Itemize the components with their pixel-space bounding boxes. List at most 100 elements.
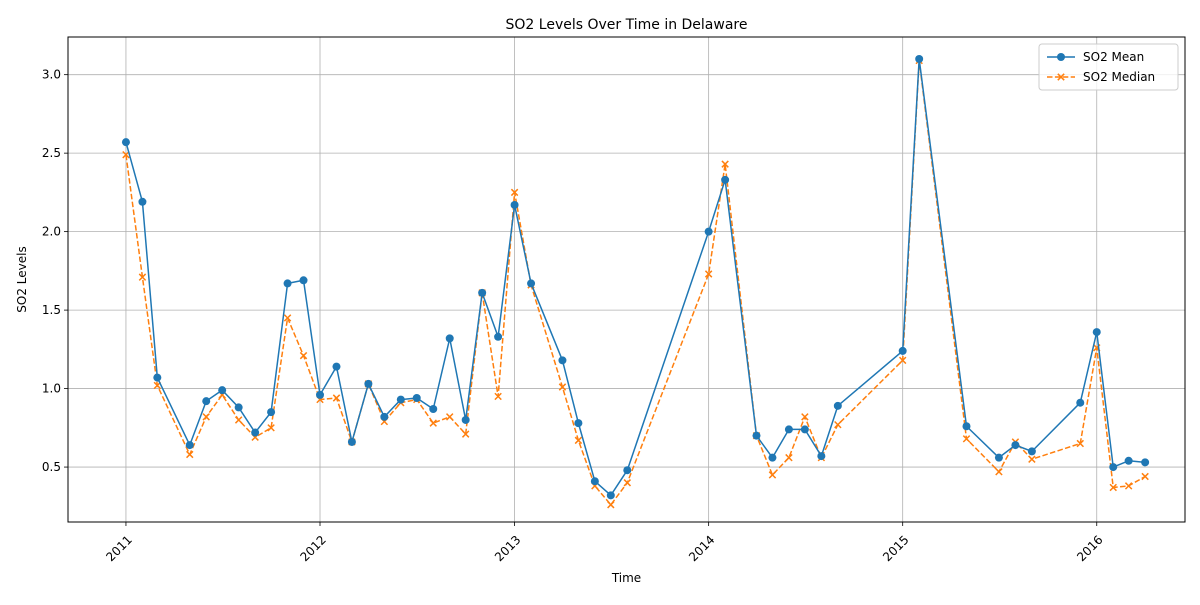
data-point xyxy=(461,415,470,424)
data-point xyxy=(138,197,147,206)
data-point xyxy=(962,422,971,431)
data-point xyxy=(347,437,356,446)
data-point xyxy=(898,356,907,365)
data-point xyxy=(995,468,1003,476)
data-point xyxy=(494,332,503,341)
data-point xyxy=(606,491,615,500)
data-point xyxy=(332,362,341,371)
data-point xyxy=(704,227,713,236)
data-point xyxy=(1011,441,1020,450)
legend-label: SO2 Median xyxy=(1083,70,1155,84)
data-point xyxy=(1092,328,1101,337)
series-mean xyxy=(121,54,1150,500)
data-point xyxy=(623,466,632,475)
data-point xyxy=(704,270,713,278)
data-point xyxy=(1141,458,1150,467)
y-tick-label: 0.5 xyxy=(42,460,61,474)
data-point xyxy=(380,412,389,421)
chart-title: SO2 Levels Over Time in Delaware xyxy=(506,17,748,33)
plot-frame xyxy=(67,36,1186,523)
legend-marker xyxy=(1057,73,1065,81)
data-point xyxy=(478,288,487,297)
data-point xyxy=(412,394,421,403)
data-point xyxy=(445,334,454,343)
y-tick-label: 2.5 xyxy=(42,146,61,160)
data-point xyxy=(1076,398,1085,407)
data-point xyxy=(817,452,826,461)
data-point xyxy=(994,453,1003,462)
data-point xyxy=(332,394,341,402)
legend-label: SO2 Mean xyxy=(1083,50,1144,64)
data-point xyxy=(267,424,275,432)
data-point xyxy=(461,430,470,438)
data-point xyxy=(445,413,454,421)
y-tick-label: 1.0 xyxy=(42,382,61,396)
legend-box xyxy=(1038,43,1179,91)
data-point xyxy=(1076,439,1084,448)
data-point xyxy=(202,413,210,421)
data-point xyxy=(138,273,147,281)
data-point xyxy=(1109,463,1118,472)
data-point xyxy=(1124,456,1133,465)
data-point xyxy=(590,477,599,486)
data-point xyxy=(915,54,924,63)
legend-entry: SO2 Mean xyxy=(1047,50,1144,64)
data-point xyxy=(833,401,842,410)
data-point xyxy=(962,435,971,443)
data-point xyxy=(1028,455,1036,463)
x-axis-label: Time xyxy=(611,571,641,585)
data-point xyxy=(801,413,809,421)
legend-entry: SO2 Median xyxy=(1047,70,1155,84)
data-point xyxy=(185,441,194,450)
data-point xyxy=(898,346,907,355)
data-point xyxy=(721,160,729,168)
data-point xyxy=(768,471,777,479)
data-point xyxy=(800,425,809,434)
data-point xyxy=(527,279,536,288)
legend: SO2 Mean SO2 Median xyxy=(1038,43,1179,91)
data-point xyxy=(202,397,211,406)
y-tick-label: 2.0 xyxy=(42,225,61,239)
y-tick-label: 1.5 xyxy=(42,303,61,317)
data-point xyxy=(752,431,761,440)
data-point xyxy=(558,383,567,391)
data-point xyxy=(299,276,308,285)
legend-marker xyxy=(1057,53,1065,61)
data-point xyxy=(574,419,583,428)
data-point xyxy=(299,351,308,360)
data-point xyxy=(364,379,373,388)
data-point xyxy=(834,420,842,429)
data-point xyxy=(494,392,502,401)
data-point xyxy=(784,425,793,434)
data-point xyxy=(785,453,793,462)
data-point xyxy=(1141,472,1149,481)
data-point xyxy=(153,373,162,382)
data-point xyxy=(607,501,615,509)
data-point xyxy=(429,419,437,427)
data-point xyxy=(234,416,243,424)
data-point xyxy=(251,428,260,437)
data-point xyxy=(267,408,276,417)
data-point xyxy=(1027,447,1036,456)
data-point xyxy=(121,138,130,147)
data-point xyxy=(316,390,325,399)
data-point xyxy=(768,453,777,462)
data-point xyxy=(623,479,632,487)
data-point xyxy=(396,395,405,404)
data-point xyxy=(510,200,519,209)
data-point xyxy=(574,436,583,445)
data-point xyxy=(283,279,292,288)
data-point xyxy=(283,314,292,322)
data-point xyxy=(721,175,730,184)
data-point xyxy=(186,450,194,459)
y-tick-label: 3.0 xyxy=(42,68,61,82)
data-point xyxy=(510,188,519,197)
data-point xyxy=(558,356,567,365)
data-point xyxy=(218,386,227,395)
data-point xyxy=(429,404,438,413)
grid-lines xyxy=(68,37,1185,522)
series-layer xyxy=(121,54,1150,509)
